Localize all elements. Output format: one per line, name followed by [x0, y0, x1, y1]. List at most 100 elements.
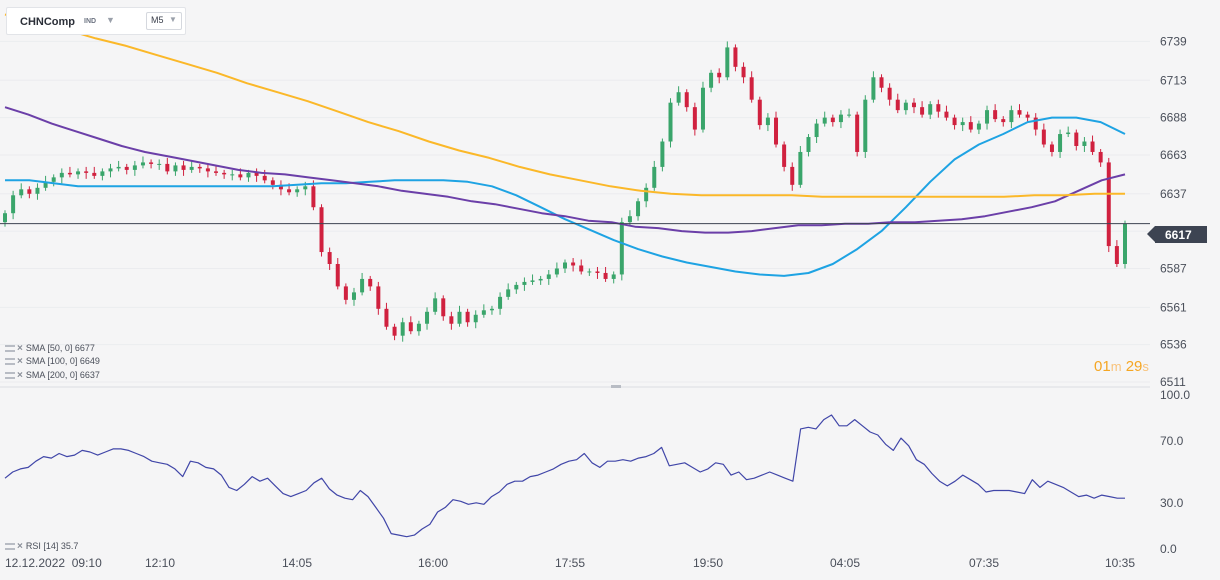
candle-body [481, 310, 486, 315]
candle-body [968, 122, 973, 130]
candle-body [1066, 132, 1071, 135]
candle-body [587, 271, 592, 273]
candle-body [782, 144, 787, 167]
candle-body [351, 292, 356, 300]
price-tick-label: 6739 [1160, 34, 1187, 48]
settings-icon[interactable] [5, 372, 15, 380]
timeframe-select[interactable]: M5 ▼ [146, 12, 182, 30]
symbol-dropdown-icon[interactable]: ▼ [106, 15, 115, 25]
candle-body [262, 175, 267, 181]
candle-body [35, 187, 40, 194]
sma200-line [4, 13, 1125, 198]
candle-body [928, 104, 933, 115]
candle-body [774, 117, 779, 145]
close-icon[interactable]: × [17, 343, 23, 354]
legend-sma200[interactable]: × SMA [200, 0] 6637 [5, 370, 100, 381]
candle-body [725, 47, 730, 78]
settings-icon[interactable] [5, 358, 15, 366]
candle-body [668, 102, 673, 142]
settings-icon[interactable] [5, 345, 15, 353]
current-price-tag: 6617 [1147, 226, 1207, 243]
candle-body [692, 107, 697, 130]
moving-averages [4, 13, 1126, 277]
candles [3, 41, 1127, 342]
candle-body [960, 122, 965, 126]
candle-body [343, 286, 348, 300]
time-tick-label: 04:05 [830, 556, 860, 570]
candle-body [76, 171, 81, 175]
candle-body [554, 268, 559, 275]
time-tick-label: 14:05 [282, 556, 312, 570]
candle-body [1114, 246, 1119, 264]
candle-body [165, 163, 170, 172]
price-grid [0, 40, 1150, 383]
time-axis: 12.12.2022 09:10 12:10 14:05 16:00 17:55 19:5… [5, 556, 1135, 570]
candle-body [157, 163, 162, 165]
candle-body [303, 186, 308, 190]
candle-body [27, 189, 32, 194]
candle-body [911, 102, 916, 108]
candle-body [327, 252, 332, 264]
legend-rsi[interactable]: × RSI [14] 35.7 [5, 541, 78, 552]
candle-body [863, 99, 868, 152]
pane-divider-handle[interactable] [611, 385, 621, 388]
candle-body [1049, 144, 1054, 152]
close-icon[interactable]: × [17, 541, 23, 552]
candle-body [311, 186, 316, 208]
symbol-selector[interactable]: CHNComp IND ▼ M5 ▼ [6, 7, 186, 35]
candle-body [1041, 129, 1046, 145]
candle-body [1123, 223, 1127, 264]
time-tick-label: 17:55 [555, 556, 585, 570]
candle-body [871, 77, 876, 100]
price-tick-label: 6587 [1160, 261, 1187, 275]
legend-sma50-label: SMA [50, 0] 6677 [25, 343, 95, 353]
candle-body [368, 278, 373, 287]
candle-body [498, 296, 503, 309]
candle-body [838, 114, 843, 123]
time-tick-label: 19:50 [693, 556, 723, 570]
candle-body [627, 216, 632, 223]
legend-sma50[interactable]: × SMA [50, 0] 6677 [5, 343, 95, 354]
candle-body [222, 172, 227, 175]
price-tick-label: 6561 [1160, 300, 1187, 314]
candle-body [67, 172, 72, 175]
candle-body [903, 102, 908, 111]
price-tick-label: 6511 [1160, 375, 1186, 389]
candle-body [19, 189, 24, 196]
candle-body [579, 265, 584, 272]
candle-body [830, 117, 835, 123]
close-icon[interactable]: × [17, 356, 23, 367]
candle-body [514, 284, 519, 290]
candle-body [1106, 162, 1111, 247]
candle-body [254, 172, 259, 176]
settings-icon[interactable] [5, 543, 15, 551]
candle-body [757, 99, 762, 126]
candle-body [936, 104, 941, 112]
rsi-tick-label: 0.0 [1160, 542, 1177, 556]
legend-sma100[interactable]: × SMA [100, 0] 6649 [5, 356, 100, 367]
symbol-name: CHNComp [20, 16, 75, 28]
candle-body [246, 172, 251, 178]
price-axis[interactable]: 6739671366886663663766126587656165366511 [1160, 34, 1187, 389]
price-tick-label: 6637 [1160, 187, 1187, 201]
candle-body [1033, 117, 1038, 130]
candle-body [205, 168, 210, 172]
candle-body [116, 166, 121, 169]
candle-body [822, 117, 827, 124]
candle-body [59, 172, 64, 178]
candle-body [563, 262, 567, 269]
candle-body [855, 114, 860, 152]
candle-body [287, 189, 292, 193]
candle-body [571, 262, 576, 266]
candle-body [278, 184, 283, 190]
time-tick-label: 16:00 [418, 556, 448, 570]
candle-body [733, 47, 738, 67]
candle-body [384, 308, 389, 327]
candle-body [425, 311, 430, 324]
candle-body [709, 72, 714, 88]
candle-body [457, 311, 462, 324]
chevron-down-icon: ▼ [169, 15, 177, 24]
close-icon[interactable]: × [17, 370, 23, 381]
